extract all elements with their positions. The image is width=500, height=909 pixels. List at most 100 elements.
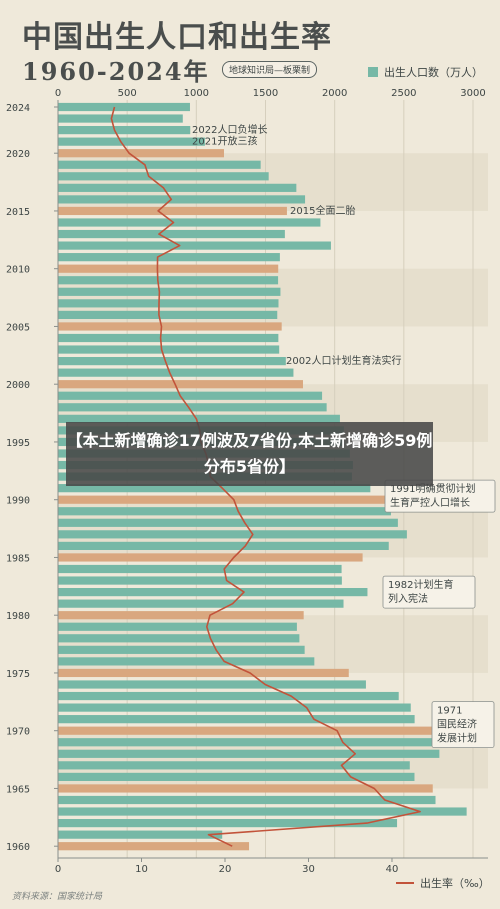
year-label: 1980 (6, 611, 30, 622)
year-label: 1975 (6, 669, 30, 680)
bar (58, 345, 280, 354)
bar (58, 160, 261, 169)
bar (58, 518, 398, 527)
bar (58, 645, 305, 654)
bar (58, 114, 183, 123)
annotation-text: 1982计划生育 (388, 578, 453, 591)
bar (58, 772, 415, 781)
year-label: 2005 (6, 322, 30, 333)
bar (58, 183, 297, 192)
bar (58, 322, 282, 331)
legend-births: 出生人口数（万人） (368, 64, 483, 80)
top-axis-tick-label: 2500 (391, 88, 416, 99)
year-label: 1960 (6, 842, 30, 853)
bar (58, 414, 340, 423)
bar (58, 657, 315, 666)
bar (58, 264, 279, 273)
bar (58, 715, 415, 724)
top-axis-tick-label: 1000 (184, 88, 209, 99)
bottom-axis-tick-label: 40 (386, 864, 399, 875)
annotation-box (431, 701, 495, 748)
page-title: 中国出生人口和出生率 (22, 20, 332, 55)
bar (58, 495, 389, 504)
bar (58, 391, 323, 400)
bar (58, 680, 366, 689)
bar (58, 333, 279, 343)
year-label: 2015 (6, 207, 30, 218)
bar (58, 172, 269, 181)
top-axis-tick-label: 500 (118, 88, 137, 99)
bar (58, 761, 410, 770)
bar (58, 241, 331, 250)
year-label: 1965 (6, 784, 30, 795)
annotation-text: 生育严控人口增长 (390, 496, 470, 509)
top-axis-tick-label: 1500 (253, 88, 278, 99)
year-label: 1995 (6, 438, 30, 449)
bar (58, 218, 321, 227)
legend-birth-rate-label: 出生率（‰） (420, 877, 490, 890)
bar (58, 310, 278, 319)
bar (58, 530, 407, 539)
bar (58, 149, 224, 158)
legend-birth-rate-line (396, 882, 414, 884)
annotation-text: 国民经济 (437, 718, 477, 731)
bar (58, 253, 280, 262)
top-axis-tick-label: 0 (55, 88, 61, 99)
author-badge: 地球知识局—板栗制 (222, 61, 318, 78)
bar (58, 357, 286, 366)
bar (58, 634, 300, 643)
year-label: 1990 (6, 496, 30, 507)
bar (58, 484, 371, 493)
bar (58, 588, 368, 597)
bar (58, 749, 440, 758)
page-subtitle: 1960-2024年 (22, 57, 210, 86)
bar (58, 830, 223, 839)
news-headline-overlay[interactable]: 【本土新增确诊17例波及7省份,本土新增确诊59例 分布5省份】 (66, 422, 433, 486)
bar (58, 795, 436, 805)
annotation-box (384, 479, 496, 513)
bottom-axis-tick-label: 20 (219, 864, 232, 875)
bar (58, 102, 190, 112)
year-label: 2010 (6, 265, 30, 276)
bar (58, 553, 363, 562)
bar (58, 229, 285, 239)
bar (58, 576, 342, 585)
annotation-text: 2015全面二胎 (290, 204, 355, 217)
bar (58, 819, 398, 828)
legend-births-swatch (368, 67, 378, 77)
legend-births-label: 出生人口数（万人） (384, 66, 483, 79)
bar (58, 206, 287, 216)
annotation-text: 发展计划 (437, 732, 477, 745)
bar (58, 703, 411, 712)
bottom-axis-tick-label: 30 (302, 864, 315, 875)
top-axis-tick-label: 2000 (322, 88, 347, 99)
bar (58, 380, 303, 389)
bar (58, 726, 437, 735)
source-note: 资料来源：国家统计局 (12, 892, 103, 902)
bar (58, 842, 250, 851)
annotation-text: 2022人口负增长 (192, 123, 267, 136)
bar (58, 276, 279, 285)
bar (58, 403, 327, 412)
bottom-axis-tick-label: 0 (55, 864, 61, 875)
legend-birth-rate: 出生率（‰） (396, 875, 490, 891)
year-label: 2024 (6, 103, 30, 114)
bar (58, 807, 467, 816)
bar (58, 126, 191, 135)
annotation-box (382, 575, 476, 609)
bar (58, 784, 433, 793)
bar (58, 599, 344, 608)
bar (58, 691, 399, 701)
bar (58, 299, 279, 308)
bar (58, 507, 391, 516)
top-axis-tick-label: 3000 (460, 88, 485, 99)
year-label: 1970 (6, 727, 30, 738)
bar (58, 137, 205, 146)
bar (58, 611, 304, 620)
bar (58, 287, 281, 296)
bar (58, 738, 434, 747)
year-label: 2020 (6, 149, 30, 160)
bar (58, 622, 297, 631)
bar (58, 368, 294, 377)
